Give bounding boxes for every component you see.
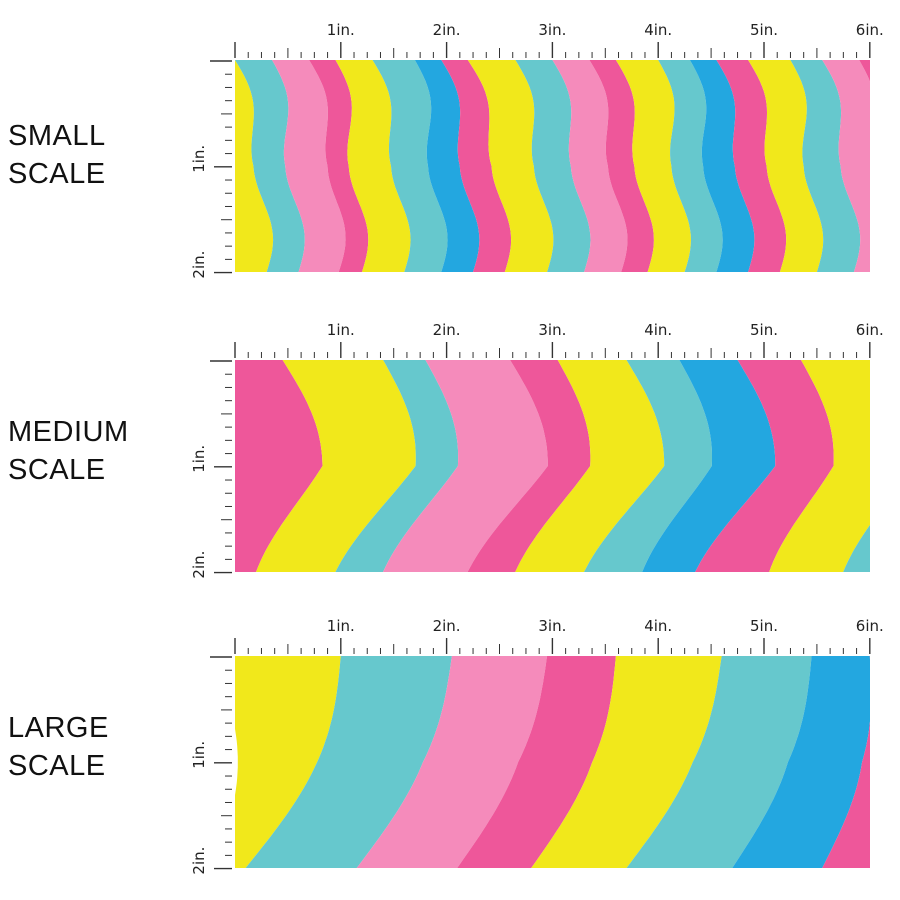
vertical-ruler: 1in. 2in. bbox=[190, 60, 232, 279]
panel-medium-scale: MEDIUM SCALE 1in. 2in. 3in. 4in. 5in. 6in. 1i… bbox=[0, 300, 900, 600]
stripe-yellow bbox=[235, 656, 341, 868]
ruler-label: 5in. bbox=[750, 21, 778, 39]
scale-label-line-2: SCALE bbox=[8, 454, 106, 486]
stripe-yellow bbox=[748, 60, 824, 272]
stripe-pink-light bbox=[356, 656, 548, 868]
stripe-teal bbox=[584, 360, 712, 572]
ruler-label: 6in. bbox=[856, 21, 884, 39]
stripe-teal bbox=[843, 524, 870, 572]
horizontal-ruler: 1in. 2in. 3in. 4in. 5in. 6in. bbox=[234, 21, 884, 58]
ruler-label: 1in. bbox=[190, 445, 208, 473]
ruler-label: 1in. bbox=[190, 145, 208, 173]
ruler-label: 4in. bbox=[644, 617, 672, 635]
scale-label-line-1: LARGE bbox=[8, 712, 109, 744]
stripe-teal bbox=[626, 656, 812, 868]
ruler-label: 5in. bbox=[750, 617, 778, 635]
ruler-label: 1in. bbox=[327, 617, 355, 635]
stripe-teal bbox=[790, 60, 861, 272]
stripe-yellow bbox=[256, 360, 416, 572]
horizontal-ruler: 1in. 2in. 3in. 4in. 5in. 6in. bbox=[234, 617, 884, 654]
stripe-pink-hot bbox=[695, 360, 834, 572]
stripe-yellow bbox=[515, 360, 665, 572]
ruler-label: 3in. bbox=[538, 617, 566, 635]
stripe-pink-light bbox=[552, 60, 628, 272]
ruler-label: 3in. bbox=[538, 321, 566, 339]
stripe-pink-hot bbox=[441, 60, 512, 272]
scale-label: SMALL SCALE bbox=[8, 117, 106, 193]
scale-label-line-2: SCALE bbox=[8, 750, 106, 782]
stripe-pink-hot bbox=[467, 360, 591, 572]
fabric-swatch bbox=[235, 360, 870, 572]
stripe-yellow bbox=[467, 60, 554, 272]
stripe-yellow bbox=[769, 360, 870, 572]
ruler-label: 1in. bbox=[327, 21, 355, 39]
ruler-label: 5in. bbox=[750, 321, 778, 339]
stripe-blue bbox=[689, 60, 755, 272]
stripe-teal bbox=[235, 60, 305, 272]
stripe-pink-hot bbox=[309, 60, 369, 272]
panel-small-scale: SMALL SCALE 1in. 2in. 3in. 4in. 5in. 6in. 1in… bbox=[0, 0, 900, 300]
horizontal-ruler: 1in. 2in. 3in. 4in. 5in. 6in. bbox=[234, 321, 884, 358]
stripe-blue bbox=[414, 60, 480, 272]
stripe-pink-light bbox=[822, 60, 870, 272]
stripe-pink-hot bbox=[589, 60, 654, 272]
stripe-pink-light bbox=[383, 360, 548, 572]
ruler-label: 2in. bbox=[190, 251, 208, 279]
stripe-teal bbox=[658, 60, 723, 272]
fabric-swatch bbox=[235, 60, 870, 272]
stripe-pink-hot bbox=[859, 60, 870, 82]
ruler-label: 2in. bbox=[433, 617, 461, 635]
stripe-pink-hot bbox=[457, 656, 616, 868]
scale-label-line-1: SMALL bbox=[8, 120, 106, 152]
stripe-blue bbox=[642, 360, 776, 572]
ruler-label: 2in. bbox=[433, 21, 461, 39]
ruler-label: 2in. bbox=[190, 551, 208, 579]
vertical-ruler: 1in. 2in. bbox=[190, 656, 232, 875]
panel-large-scale: LARGE SCALE 1in. 2in. 3in. 4in. 5in. 6in. 1in… bbox=[0, 596, 900, 896]
scale-label-line-2: SCALE bbox=[8, 158, 106, 190]
ruler-label: 1in. bbox=[190, 741, 208, 769]
ruler-label: 2in. bbox=[190, 847, 208, 875]
stripe-yellow bbox=[615, 60, 691, 272]
ruler-label: 2in. bbox=[433, 321, 461, 339]
ruler-label: 1in. bbox=[327, 321, 355, 339]
ruler-label: 4in. bbox=[644, 21, 672, 39]
ruler-label: 4in. bbox=[644, 321, 672, 339]
fabric-swatch bbox=[235, 656, 870, 868]
stripe-yellow bbox=[235, 60, 274, 272]
stripe-pink-hot bbox=[716, 60, 787, 272]
stripe-pink-hot bbox=[822, 656, 870, 868]
ruler-label: 6in. bbox=[856, 617, 884, 635]
stripe-teal bbox=[335, 360, 459, 572]
ruler-label: 3in. bbox=[538, 21, 566, 39]
stripe-yellow bbox=[531, 656, 722, 868]
vertical-ruler: 1in. 2in. bbox=[190, 360, 232, 579]
stripe-teal bbox=[245, 656, 452, 868]
stripe-blue bbox=[732, 656, 870, 868]
stripe-pink-hot bbox=[235, 360, 323, 572]
ruler-label: 6in. bbox=[856, 321, 884, 339]
scale-label: LARGE SCALE bbox=[8, 709, 109, 785]
stripe-yellow bbox=[335, 60, 411, 272]
stripe-teal bbox=[372, 60, 448, 272]
stripe-pink-light bbox=[272, 60, 346, 272]
stripe-teal bbox=[515, 60, 591, 272]
scale-label: MEDIUM SCALE bbox=[8, 413, 129, 489]
scale-label-line-1: MEDIUM bbox=[8, 416, 129, 448]
